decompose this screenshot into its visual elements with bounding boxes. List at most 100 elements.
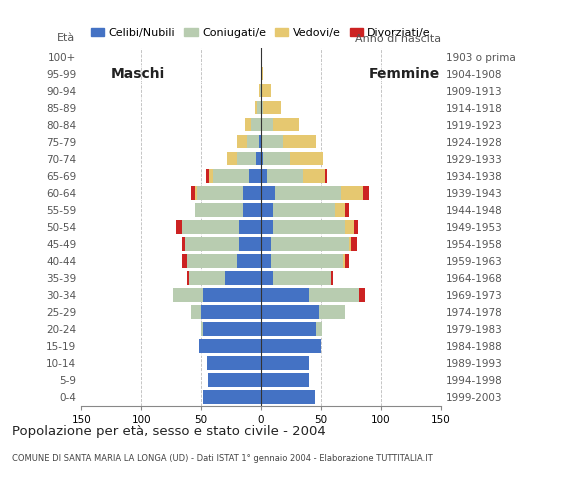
Bar bbox=[261, 135, 282, 148]
Bar bbox=[237, 152, 256, 166]
Bar bbox=[261, 373, 309, 387]
Legend: Celibi/Nubili, Coniugati/e, Vedovi/e, Divorziati/e: Celibi/Nubili, Coniugati/e, Vedovi/e, Di… bbox=[86, 23, 436, 42]
Bar bbox=[237, 254, 261, 268]
Bar bbox=[271, 237, 349, 251]
Bar bbox=[335, 203, 345, 216]
Bar bbox=[273, 271, 331, 285]
Bar bbox=[240, 220, 261, 234]
Bar bbox=[182, 237, 186, 251]
Bar bbox=[359, 288, 365, 302]
Text: Età: Età bbox=[57, 33, 75, 43]
Bar bbox=[331, 271, 333, 285]
Bar bbox=[259, 84, 260, 97]
Bar bbox=[309, 288, 359, 302]
Bar bbox=[240, 237, 261, 251]
Bar bbox=[261, 254, 271, 268]
Bar bbox=[282, 135, 316, 148]
Bar bbox=[187, 271, 189, 285]
Bar bbox=[201, 305, 261, 319]
Bar bbox=[263, 152, 290, 166]
Bar bbox=[261, 186, 276, 200]
Bar bbox=[318, 305, 345, 319]
Bar bbox=[325, 169, 327, 182]
Bar bbox=[267, 169, 303, 182]
Bar bbox=[363, 186, 369, 200]
Bar bbox=[201, 322, 204, 336]
Bar bbox=[249, 169, 261, 182]
Bar bbox=[261, 220, 273, 234]
Bar bbox=[261, 356, 309, 370]
Bar bbox=[354, 220, 358, 234]
Bar bbox=[251, 118, 261, 132]
Bar bbox=[261, 271, 273, 285]
Bar bbox=[261, 84, 271, 97]
Text: Popolazione per età, sesso e stato civile - 2004: Popolazione per età, sesso e stato civil… bbox=[12, 425, 325, 438]
Bar bbox=[243, 203, 261, 216]
Bar bbox=[261, 339, 321, 353]
Bar bbox=[316, 322, 322, 336]
Bar bbox=[213, 169, 249, 182]
Bar bbox=[345, 254, 349, 268]
Bar bbox=[261, 152, 263, 166]
Bar bbox=[261, 288, 309, 302]
Bar bbox=[191, 186, 195, 200]
Bar bbox=[341, 186, 363, 200]
Bar bbox=[261, 169, 267, 182]
Bar bbox=[246, 135, 259, 148]
Bar bbox=[261, 118, 273, 132]
Bar bbox=[263, 101, 281, 114]
Bar bbox=[199, 339, 261, 353]
Bar bbox=[227, 152, 237, 166]
Text: Maschi: Maschi bbox=[111, 67, 165, 81]
Bar bbox=[189, 271, 225, 285]
Bar bbox=[290, 152, 323, 166]
Bar bbox=[173, 288, 204, 302]
Bar bbox=[207, 356, 261, 370]
Text: COMUNE DI SANTA MARIA LA LONGA (UD) - Dati ISTAT 1° gennaio 2004 - Elaborazione : COMUNE DI SANTA MARIA LA LONGA (UD) - Da… bbox=[12, 454, 432, 463]
Bar bbox=[197, 186, 243, 200]
Bar bbox=[206, 169, 209, 182]
Bar bbox=[345, 220, 354, 234]
Bar bbox=[237, 135, 246, 148]
Bar bbox=[176, 220, 182, 234]
Bar bbox=[195, 203, 243, 216]
Bar bbox=[349, 237, 351, 251]
Bar bbox=[261, 390, 315, 404]
Bar bbox=[195, 186, 197, 200]
Bar bbox=[255, 101, 258, 114]
Bar bbox=[209, 169, 213, 182]
Bar bbox=[261, 322, 316, 336]
Bar bbox=[261, 237, 271, 251]
Bar bbox=[182, 254, 187, 268]
Bar bbox=[258, 101, 261, 114]
Bar bbox=[204, 288, 261, 302]
Bar bbox=[245, 118, 251, 132]
Bar bbox=[261, 101, 263, 114]
Bar bbox=[273, 203, 335, 216]
Bar bbox=[243, 186, 261, 200]
Bar bbox=[256, 152, 261, 166]
Bar bbox=[273, 118, 299, 132]
Bar bbox=[204, 390, 261, 404]
Bar bbox=[261, 203, 273, 216]
Bar bbox=[261, 67, 263, 80]
Bar bbox=[345, 203, 349, 216]
Bar bbox=[191, 305, 201, 319]
Bar bbox=[186, 237, 240, 251]
Bar bbox=[271, 254, 343, 268]
Bar bbox=[261, 305, 318, 319]
Text: Femmine: Femmine bbox=[369, 67, 440, 81]
Bar bbox=[187, 254, 237, 268]
Bar bbox=[276, 186, 341, 200]
Bar bbox=[225, 271, 261, 285]
Bar bbox=[303, 169, 325, 182]
Text: Anno di nascita: Anno di nascita bbox=[355, 34, 441, 44]
Bar bbox=[259, 135, 261, 148]
Bar bbox=[343, 254, 345, 268]
Bar bbox=[208, 373, 261, 387]
Bar bbox=[273, 220, 345, 234]
Bar bbox=[351, 237, 357, 251]
Bar bbox=[260, 84, 261, 97]
Bar bbox=[182, 220, 240, 234]
Bar bbox=[204, 322, 261, 336]
